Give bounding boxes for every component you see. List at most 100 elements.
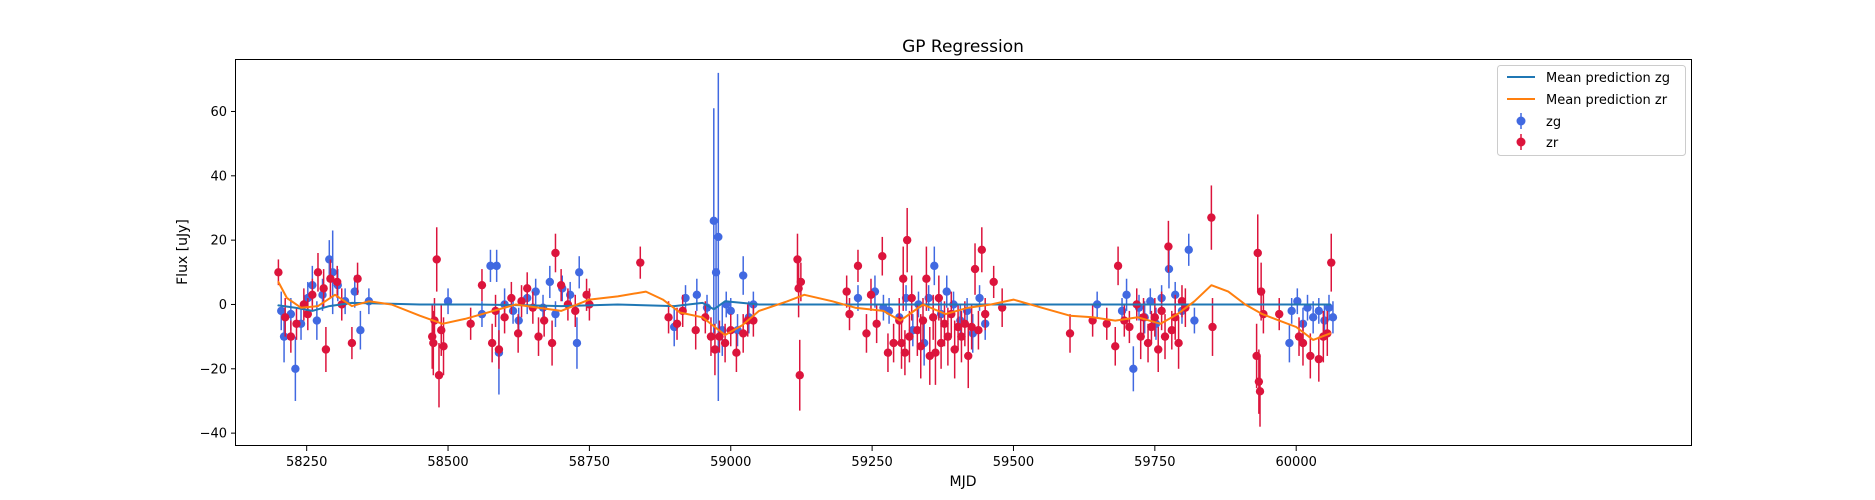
y-axis: −40 −20 0 20 40 60 xyxy=(200,105,236,442)
series-zr xyxy=(274,185,1336,427)
data-point-zr xyxy=(466,319,475,328)
data-point-zg xyxy=(853,293,863,303)
x-tick-label: 59000 xyxy=(710,455,751,470)
data-point-zr xyxy=(953,322,963,332)
data-point-zg xyxy=(942,287,951,296)
legend-box xyxy=(1497,65,1686,156)
legend-swatch-zr xyxy=(1516,134,1526,150)
data-point-zr xyxy=(897,338,906,348)
x-tick-label: 59500 xyxy=(993,455,1034,470)
data-point-zr xyxy=(507,293,516,303)
data-point-zr xyxy=(900,348,910,357)
data-point-zr xyxy=(534,332,543,341)
x-tick-label: 60000 xyxy=(1276,455,1317,470)
mean-prediction-zg-line xyxy=(277,300,1332,312)
plot-frame xyxy=(235,59,1692,446)
data-point-zr xyxy=(720,338,730,348)
data-point-zr xyxy=(1143,338,1153,348)
data-point-zg xyxy=(1324,303,1334,312)
data-point-zg xyxy=(1287,306,1296,316)
data-layer xyxy=(274,72,1338,427)
data-point-zg xyxy=(1129,364,1138,373)
data-point-zr xyxy=(1174,338,1183,348)
data-point-zr xyxy=(1147,322,1156,332)
data-point-zr xyxy=(556,280,566,290)
data-point-zr xyxy=(845,309,854,319)
data-point-zr xyxy=(333,277,342,287)
x-tick-label: 59250 xyxy=(851,455,892,470)
data-point-zr xyxy=(280,313,290,322)
data-point-zr xyxy=(523,284,532,293)
data-point-zg xyxy=(714,232,723,242)
data-point-zr xyxy=(862,329,871,338)
data-point-zg xyxy=(1146,297,1155,306)
data-point-zr xyxy=(1164,242,1173,251)
data-point-zg xyxy=(318,290,327,300)
data-point-zr xyxy=(918,316,928,325)
data-point-zg xyxy=(356,326,365,335)
data-point-zr xyxy=(1294,332,1304,341)
y-tick-label: 60 xyxy=(210,105,227,120)
x-tick-label: 58500 xyxy=(427,455,468,470)
data-point-zr xyxy=(715,332,724,341)
data-point-zr xyxy=(974,326,983,335)
data-point-zr xyxy=(1255,387,1265,396)
data-point-zr xyxy=(872,319,881,328)
data-point-zg xyxy=(325,255,334,264)
data-point-zr xyxy=(494,345,504,354)
data-point-zg xyxy=(726,306,735,316)
x-tick-label: 58750 xyxy=(569,455,610,470)
legend-swatch-zg xyxy=(1516,113,1526,129)
y-tick-label: 20 xyxy=(210,234,227,249)
data-point-zr xyxy=(1314,354,1324,364)
data-point-zr xyxy=(907,293,916,303)
data-point-zg xyxy=(492,261,501,271)
plot-area xyxy=(235,59,1692,446)
data-point-zr xyxy=(853,261,863,271)
data-point-zg xyxy=(738,271,748,280)
data-point-zg xyxy=(508,306,518,316)
x-tick-label: 59750 xyxy=(1134,455,1175,470)
data-point-zr xyxy=(429,338,438,348)
data-point-zr xyxy=(664,313,673,322)
data-point-zr xyxy=(967,322,976,332)
chart-title: GP Regression xyxy=(902,37,1024,57)
data-point-zr xyxy=(308,290,317,300)
data-point-zr xyxy=(439,342,448,351)
legend-label-zr: zr xyxy=(1546,136,1559,151)
data-point-zr xyxy=(964,351,973,361)
data-point-zr xyxy=(883,348,893,357)
y-tick-label: 0 xyxy=(219,298,227,313)
data-point-zr xyxy=(321,345,331,354)
data-point-zr xyxy=(922,274,931,283)
data-point-zg xyxy=(443,297,453,306)
data-point-zr xyxy=(353,274,362,283)
data-point-zg xyxy=(1190,316,1199,325)
data-point-zr xyxy=(732,348,741,357)
data-point-zr xyxy=(795,371,804,380)
x-tick-label: 58250 xyxy=(286,455,327,470)
data-point-zr xyxy=(347,338,357,348)
data-point-zr xyxy=(1254,377,1264,386)
data-point-zr xyxy=(1298,338,1308,348)
data-point-zr xyxy=(997,303,1007,312)
data-point-zg xyxy=(1170,290,1180,300)
data-point-zr xyxy=(547,338,557,348)
data-point-zg xyxy=(1293,297,1302,306)
y-tick-label: 40 xyxy=(210,169,227,184)
data-point-zg xyxy=(291,364,300,373)
data-point-zr xyxy=(517,297,526,306)
data-point-zr xyxy=(487,338,497,348)
data-point-zg xyxy=(1328,313,1338,322)
data-point-zr xyxy=(1306,351,1315,361)
data-point-zg xyxy=(1308,313,1318,322)
data-point-zr xyxy=(710,345,720,354)
data-point-zg xyxy=(1314,306,1324,316)
data-point-zr xyxy=(1111,342,1120,351)
data-point-zr xyxy=(319,284,328,293)
data-point-zr xyxy=(940,319,949,328)
data-point-zg xyxy=(975,293,984,303)
data-point-zr xyxy=(672,319,682,328)
data-point-zg xyxy=(1122,290,1131,300)
